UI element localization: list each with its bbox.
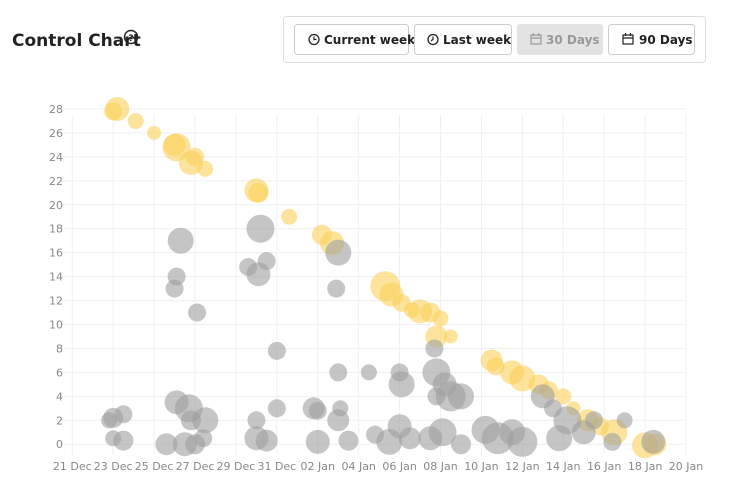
bubble	[155, 433, 178, 456]
x-tick-label: 27 Dec	[176, 460, 215, 473]
bubble	[584, 411, 603, 430]
bubble	[507, 426, 538, 457]
bubble	[267, 399, 286, 418]
y-tick-label: 28	[49, 103, 63, 116]
button-label: 90 Days	[639, 33, 693, 47]
bubble	[194, 429, 213, 448]
bubble	[147, 125, 162, 140]
last-week-button[interactable]: Last week	[414, 24, 513, 55]
y-tick-label: 0	[56, 438, 63, 451]
bubble	[255, 429, 278, 452]
90-days-button[interactable]: 90 Days	[608, 24, 695, 55]
x-tick-label: 21 Dec	[53, 460, 92, 473]
y-tick-label: 16	[49, 247, 63, 260]
x-tick-label: 25 Dec	[135, 460, 174, 473]
bubble	[281, 208, 298, 225]
bubble	[188, 303, 207, 322]
bubble	[376, 428, 403, 455]
y-tick-label: 10	[49, 319, 63, 332]
x-tick-label: 29 Dec	[217, 460, 256, 473]
x-tick-label: 10 Jan	[464, 460, 498, 473]
bubble	[247, 411, 266, 430]
chart-title: Control Chart	[12, 31, 141, 51]
help-icon[interactable]: ?	[123, 29, 139, 45]
x-tick-label: 02 Jan	[301, 460, 335, 473]
x-tick-label: 08 Jan	[423, 460, 457, 473]
bubble	[546, 425, 573, 452]
bubble	[192, 407, 219, 434]
svg-text:?: ?	[128, 34, 133, 44]
30-days-button[interactable]: 30 Days	[517, 24, 603, 55]
bubble	[114, 405, 133, 424]
bubble	[101, 412, 118, 429]
x-tick-label: 04 Jan	[341, 460, 375, 473]
x-tick-label: 06 Jan	[382, 460, 416, 473]
x-tick-label: 23 Dec	[94, 460, 133, 473]
bubble	[197, 160, 214, 177]
bubble	[257, 252, 276, 271]
bubble	[641, 429, 666, 454]
bubble	[450, 434, 471, 455]
y-tick-label: 26	[49, 127, 63, 140]
bubble	[308, 401, 327, 420]
y-tick-label: 14	[49, 271, 63, 284]
x-tick-label: 12 Jan	[505, 460, 539, 473]
y-tick-label: 24	[49, 151, 63, 164]
bubble	[398, 427, 421, 450]
x-tick-label: 31 Dec	[257, 460, 296, 473]
bubble	[327, 409, 350, 432]
x-tick-label: 20 Jan	[669, 460, 703, 473]
bubble	[267, 341, 286, 360]
bubble	[113, 430, 134, 451]
bubble	[447, 383, 474, 410]
bubble	[165, 279, 184, 298]
bubble	[329, 363, 348, 382]
y-tick-label: 12	[49, 295, 63, 308]
bubble	[338, 430, 359, 451]
y-tick-label: 6	[56, 366, 63, 379]
bubble	[443, 329, 458, 344]
button-label: Last week	[443, 33, 512, 47]
bubble	[327, 279, 346, 298]
button-label: 30 Days	[546, 33, 600, 47]
bubble	[388, 371, 415, 398]
bubble	[305, 429, 330, 454]
bubble	[360, 364, 377, 381]
bubble	[325, 239, 352, 266]
bubble	[104, 102, 123, 121]
x-tick-label: 16 Jan	[587, 460, 621, 473]
button-label: Current week	[324, 33, 416, 47]
bubble	[432, 310, 449, 327]
y-tick-label: 8	[56, 342, 63, 355]
bubble	[418, 426, 443, 451]
bubble	[246, 214, 275, 243]
x-tick-label: 18 Jan	[628, 460, 662, 473]
bubble	[616, 412, 633, 429]
y-tick-label: 2	[56, 414, 63, 427]
bubble	[178, 150, 203, 175]
y-tick-label: 22	[49, 175, 63, 188]
bubble	[555, 388, 572, 405]
x-tick-label: 14 Jan	[546, 460, 580, 473]
bubble	[167, 227, 194, 254]
bubble	[425, 339, 444, 358]
y-tick-label: 4	[56, 390, 63, 403]
bubble	[603, 432, 622, 451]
bubble	[127, 112, 144, 129]
bubble	[248, 182, 269, 203]
y-tick-label: 18	[49, 223, 63, 236]
y-tick-label: 20	[49, 199, 63, 212]
current-week-button[interactable]: Current week	[294, 24, 417, 55]
